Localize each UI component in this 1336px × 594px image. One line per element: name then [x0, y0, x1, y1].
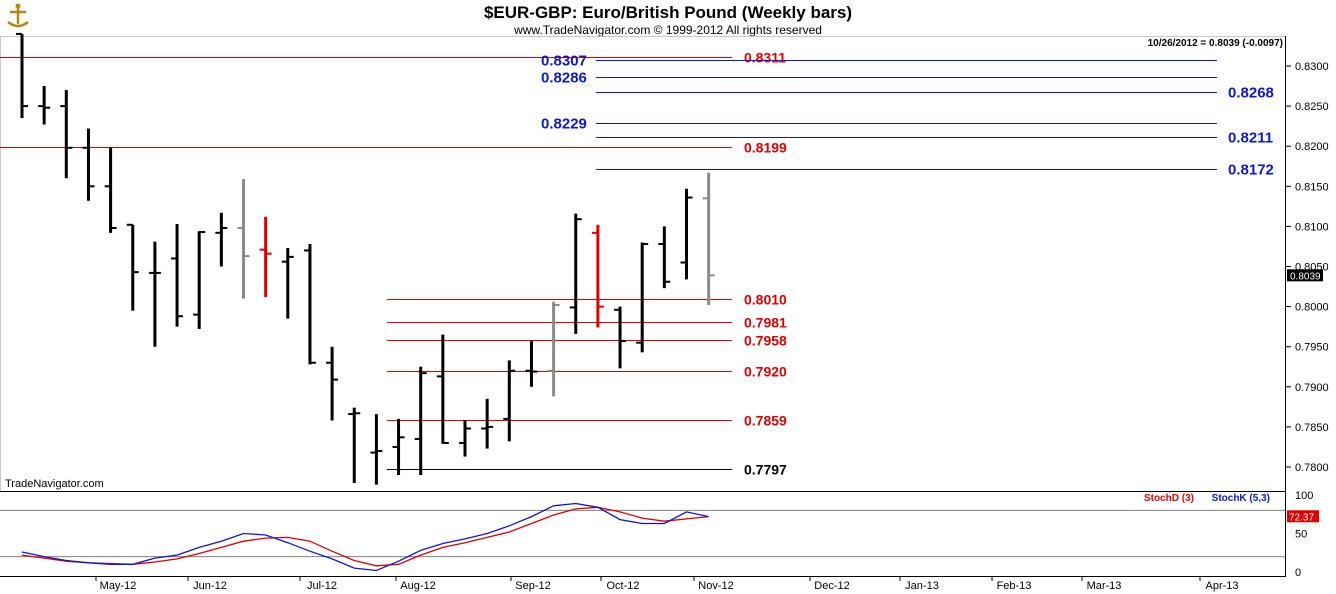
price-tick-label: 0.7850 [1295, 422, 1329, 434]
time-tick-label: Jun-12 [193, 580, 227, 592]
stoch-tick-label: 50 [1295, 529, 1307, 541]
last-price-badge [1287, 269, 1323, 282]
time-tick-label: Nov-12 [698, 580, 733, 592]
time-tick-label: Sep-12 [515, 580, 550, 592]
stoch-value-badge [1287, 510, 1319, 523]
time-tick-label: Oct-12 [606, 580, 639, 592]
stochk-legend: StochK (5,3) [1212, 493, 1270, 504]
level-label: 0.7797 [744, 462, 787, 478]
level-label: 0.8229 [541, 116, 587, 133]
level-label: 0.8286 [541, 70, 587, 87]
ohlc-bars [16, 32, 715, 485]
level-label: 0.7958 [744, 333, 787, 349]
price-axis: 0.83000.82500.82000.81500.81000.80500.80… [1285, 61, 1329, 474]
level-label: 0.8307 [541, 53, 587, 70]
time-tick-label: May-12 [100, 580, 137, 592]
time-tick-label: Feb-13 [997, 580, 1032, 592]
level-label: 0.8311 [744, 50, 786, 66]
time-tick-label: Aug-12 [400, 580, 435, 592]
price-tick-label: 0.8200 [1295, 141, 1329, 153]
tradenavigator-logo [4, 3, 32, 28]
price-tick-label: 0.8000 [1295, 302, 1329, 314]
price-tick-label: 0.8300 [1295, 61, 1329, 73]
stoch-tick-label: 0 [1295, 567, 1301, 579]
last-price-label: 0.8039 [1290, 271, 1321, 282]
time-tick-label: Mar-13 [1087, 580, 1122, 592]
time-axis: May-12 Jun-12 Jul-12 Aug-12 Sep-12 Oct-12 Nov-… [95, 576, 1239, 592]
level-label: 0.7859 [744, 413, 787, 429]
stoch-value-label: 72.37 [1289, 512, 1314, 523]
price-readout: 10/26/2012 = 0.8039 (-0.0097) [1148, 38, 1283, 49]
stochastic-panel: 100 50 0 72.37 [0, 490, 1319, 579]
level-label: 0.8268 [1228, 85, 1274, 102]
watermark: TradeNavigator.com [5, 478, 104, 490]
price-tick-label: 0.7900 [1295, 382, 1329, 394]
time-tick-label: Jan-13 [905, 580, 939, 592]
level-label: 0.8172 [1228, 162, 1274, 179]
level-label: 0.7981 [744, 315, 787, 331]
level-label: 0.7920 [744, 364, 787, 380]
copyright-line: www.TradeNavigator.com © 1999-2012 All r… [513, 23, 822, 37]
time-tick-label: Jul-12 [307, 580, 337, 592]
stochk-line [21, 502, 709, 572]
stochd-legend: StochD (3) [1144, 493, 1194, 504]
level-label: 0.8199 [744, 140, 787, 156]
price-tick-label: 0.8150 [1295, 181, 1329, 193]
time-tick-label: Dec-12 [814, 580, 849, 592]
time-tick-label: Apr-13 [1205, 580, 1238, 592]
price-tick-label: 0.7950 [1295, 342, 1329, 354]
level-label: 0.8010 [744, 292, 787, 308]
price-tick-label: 0.7800 [1295, 462, 1329, 474]
price-tick-label: 0.8250 [1295, 101, 1329, 113]
stoch-tick-label: 100 [1295, 490, 1313, 502]
price-tick-label: 0.8100 [1295, 221, 1329, 233]
chart-title: $EUR-GBP: Euro/British Pound (Weekly bar… [484, 3, 852, 22]
level-label: 0.8211 [1228, 130, 1273, 147]
